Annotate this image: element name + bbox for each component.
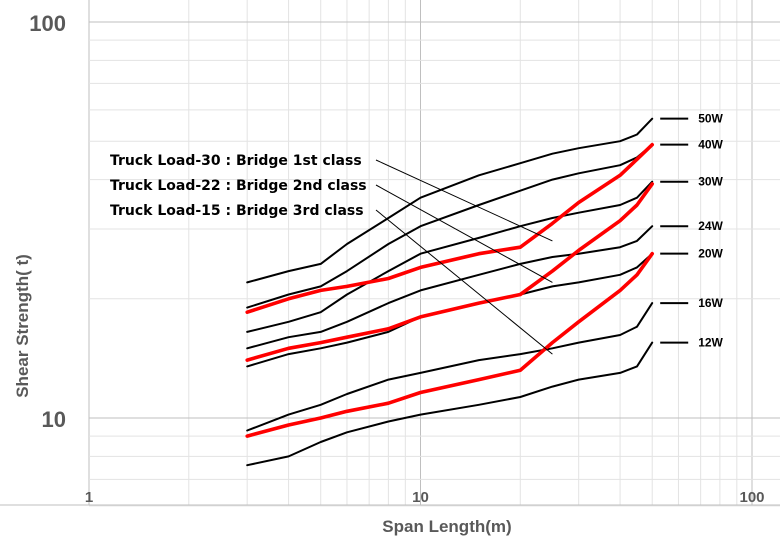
y-tick-label: 100 (29, 11, 66, 36)
series-line-truck-load-15-bridge-3rd-class (245, 251, 655, 438)
curve-label-16w: 16W (698, 296, 723, 310)
series-line-40w (246, 143, 654, 309)
series-line-50w (246, 117, 654, 284)
legend-leader-line (375, 209, 553, 355)
series-line-16w (246, 302, 654, 432)
series-line-24w (246, 225, 654, 350)
legend: Truck Load-30 : Bridge 1st class Truck Lo… (110, 153, 367, 219)
x-tick-label: 100 (739, 489, 764, 506)
series-layer (245, 117, 655, 467)
legend-leader-line (375, 159, 553, 242)
legend-leader-lines (375, 159, 553, 355)
series-line-truck-load-30-bridge-1st-class (245, 142, 655, 315)
curve-labels: 50W 40W 30W 24W 20W 16W 12W (660, 112, 724, 350)
legend-leader-line (375, 184, 553, 283)
tick-labels: 1 10 100 10 100 (29, 11, 764, 506)
curve-label-20w: 20W (698, 247, 723, 261)
x-axis-title: Span Length(m) (382, 517, 511, 536)
curve-label-24w: 24W (698, 219, 723, 233)
legend-entry: Truck Load-22 : Bridge 2nd class (110, 178, 367, 194)
legend-entry: Truck Load-15 : Bridge 3rd class (110, 203, 364, 219)
series-line-truck-load-22-bridge-2nd-class (245, 182, 655, 362)
curve-label-12w: 12W (698, 336, 723, 350)
legend-entry: Truck Load-30 : Bridge 1st class (110, 153, 362, 169)
series-line-12w (246, 341, 654, 467)
y-axis-title: Shear Strength( t) (13, 254, 32, 398)
curve-label-30w: 30W (698, 175, 723, 189)
y-tick-label: 10 (42, 407, 66, 432)
x-tick-label: 10 (412, 489, 429, 506)
curve-label-50w: 50W (698, 112, 723, 126)
x-tick-label: 1 (85, 489, 93, 506)
curve-label-40w: 40W (698, 138, 723, 152)
series-line-30w (246, 180, 654, 333)
